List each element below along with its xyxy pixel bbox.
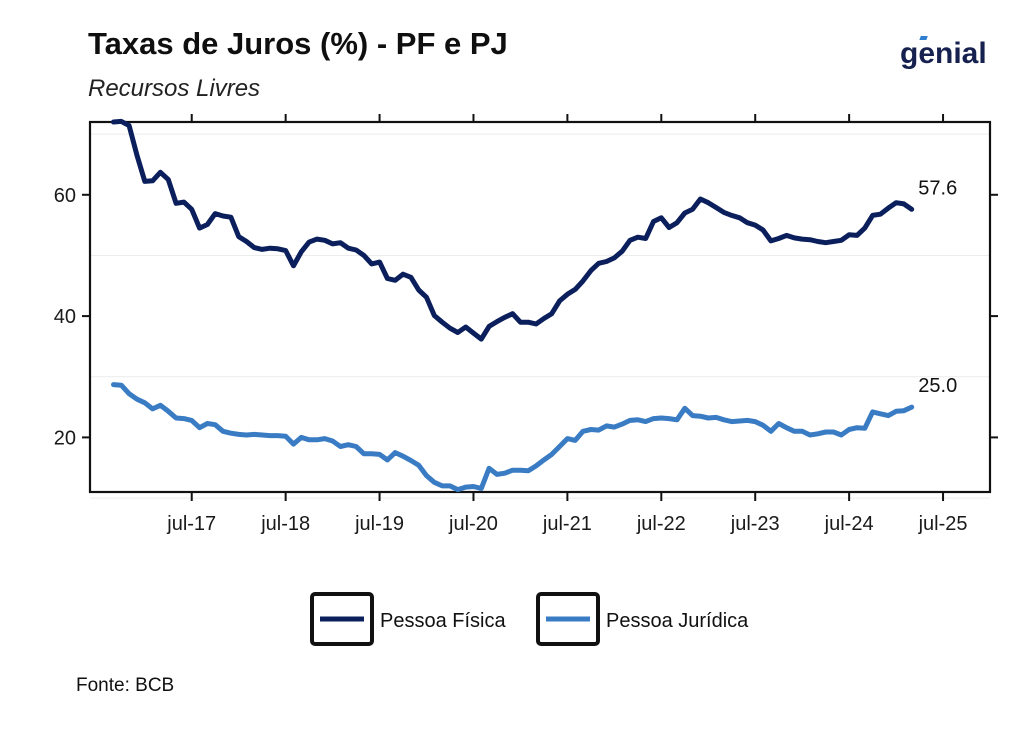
series-line-0: [111, 118, 915, 342]
legend-key-box-1: [536, 592, 600, 646]
end-value-label-0: 57.6: [918, 177, 957, 199]
legend: Pessoa Física Pessoa Jurídica: [310, 592, 749, 646]
plot-frame: [88, 120, 992, 494]
legend-label-1: Pessoa Jurídica: [606, 610, 749, 632]
genial-logo: genial: [900, 36, 987, 70]
series-lines: [111, 118, 915, 493]
legend-label-0: Pessoa Física: [380, 610, 506, 632]
x-tick-label: jul-24: [824, 513, 874, 535]
end-value-label-1: 25.0: [918, 375, 957, 397]
x-tick-label: jul-19: [354, 513, 404, 535]
chart-title: Taxas de Juros (%) - PF e PJ: [88, 26, 508, 61]
x-tick-label: jul-23: [730, 513, 780, 535]
x-tick-label: jul-18: [260, 513, 310, 535]
y-axis: 20 40 60: [54, 185, 998, 449]
series-line-1: [111, 382, 915, 493]
x-tick-label: jul-20: [448, 513, 498, 535]
end-labels: 57.6 25.0: [918, 177, 957, 397]
source-note: Fonte: BCB: [76, 675, 175, 696]
chart-subtitle: Recursos Livres: [88, 75, 261, 102]
y-tick-label: 60: [54, 185, 76, 207]
gridlines: [90, 133, 990, 499]
x-tick-label: jul-17: [166, 513, 216, 535]
y-tick-label: 40: [54, 306, 76, 328]
x-tick-label: jul-25: [918, 513, 968, 535]
x-tick-label: jul-21: [542, 513, 592, 535]
legend-key-box-0: [310, 592, 374, 646]
x-axis: jul-17 jul-18 jul-19 jul-20 jul-21 jul-22 jul-…: [166, 114, 968, 535]
svg-text:genial: genial: [900, 37, 987, 70]
y-tick-label: 20: [54, 427, 76, 449]
x-tick-label: jul-22: [636, 513, 686, 535]
